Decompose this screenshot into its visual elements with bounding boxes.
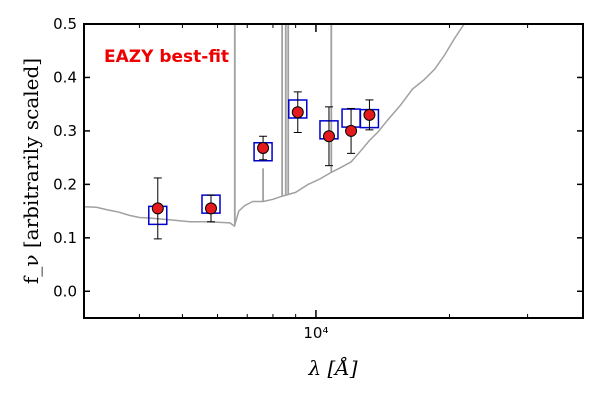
observed-point-5 <box>345 124 358 137</box>
observed-point-0 <box>151 202 164 215</box>
y-tick-label: 0.3 <box>53 122 77 140</box>
fit-annotation: EAZY best-fit <box>104 47 229 67</box>
axis-ticks: 0.0 0.1 0.2 0.3 0.4 0.5 10⁴ <box>53 15 583 342</box>
observed-point-2 <box>257 142 270 155</box>
observed-point-4 <box>322 130 335 143</box>
y-axis-title: f_ν [arbitrarily scaled] <box>19 58 43 284</box>
y-tick-label: 0.0 <box>53 282 77 300</box>
x-tick-label: 10⁴ <box>303 324 328 342</box>
photometry-points <box>148 91 380 240</box>
plot-frame <box>83 23 584 319</box>
x-axis-title: λ [Å] <box>307 355 357 380</box>
observed-point-3 <box>291 106 304 119</box>
y-tick-label: 0.5 <box>53 15 77 33</box>
observed-point-1 <box>204 202 217 215</box>
y-tick-label: 0.1 <box>53 229 77 247</box>
y-tick-label: 0.2 <box>53 175 77 193</box>
observed-point-6 <box>363 108 376 121</box>
y-tick-label: 0.4 <box>53 68 77 86</box>
